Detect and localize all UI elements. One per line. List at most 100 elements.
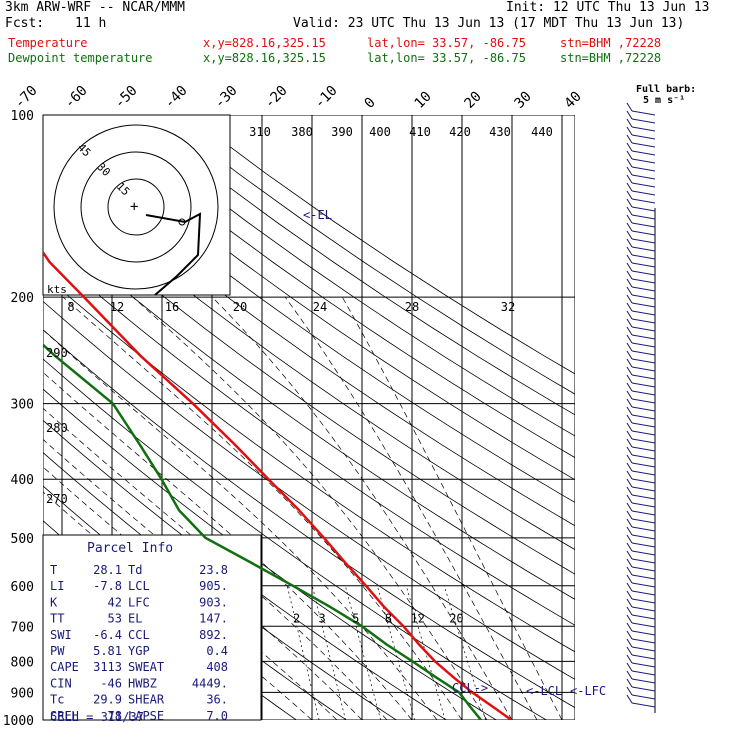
theta-label: 270 (46, 492, 68, 506)
isotherm-label: 10 (412, 89, 435, 112)
wind-barb (626, 118, 656, 132)
parcel-row-label: LFC (128, 595, 150, 609)
wind-barb-flag (626, 222, 633, 232)
pressure-tick-label: 500 (11, 532, 34, 547)
wind-barb-staff (631, 542, 656, 548)
mixing-ratio-line (311, 585, 346, 720)
mixing-ratio-label: 3 (319, 611, 326, 625)
wind-barb-flag (626, 158, 633, 168)
wind-barb-staff (631, 662, 656, 668)
wind-barb-flag (626, 294, 633, 304)
wind-barb-staff (631, 510, 656, 516)
wind-barb (626, 214, 656, 228)
wind-barb-flag (626, 518, 633, 528)
wind-barb-staff (631, 486, 656, 492)
wind-barb-flag (626, 678, 633, 688)
hodograph-speed-label: 28 (405, 300, 419, 314)
moist-adiabat-line (211, 296, 513, 720)
forecast-label: Fcst: (5, 16, 45, 31)
parcel-row-label: CAPE (50, 660, 79, 674)
wind-barb-flag (626, 342, 633, 352)
parcel-panel-frame (42, 534, 262, 721)
theta-label: 430 (489, 125, 511, 139)
wind-barb-staff (631, 334, 656, 340)
wind-barb-flag (626, 526, 633, 536)
wind-barb (626, 270, 656, 284)
theta-label: 280 (46, 421, 68, 435)
wind-barb-flag (626, 326, 633, 336)
wind-barbs: Full barb:5 m s⁻¹ (626, 84, 696, 713)
wind-barb-staff (631, 262, 656, 268)
wind-barb-flag (626, 118, 633, 128)
wind-barb (626, 366, 656, 380)
wind-barb (626, 238, 656, 252)
parcel-info-panel: Parcel Info T 28.1 Td 23.8 LI -7.8 LCL 905. K 42 LF… (42, 534, 262, 724)
parcel-row-label: SWEAT (128, 660, 164, 674)
moist-adiabat-line (284, 296, 538, 720)
hodograph-speed-label: 32 (501, 300, 515, 314)
hodograph-speed-label: 20 (233, 300, 247, 314)
wind-barb-staff (631, 622, 656, 628)
moist-adiabat-line (341, 296, 563, 720)
parcel-row-label: TT (50, 612, 64, 626)
wind-barb-staff (631, 270, 656, 276)
mixing-ratio-label: 8 (385, 611, 392, 625)
dewpoint-profile-line (43, 343, 482, 720)
wind-barb-staff (631, 614, 656, 620)
parcel-row-label: LI (50, 579, 64, 593)
wind-barb (626, 678, 656, 692)
wind-barb (626, 590, 656, 604)
wind-barb (626, 166, 656, 180)
wind-barb-flag (626, 558, 633, 568)
model-title: 3km ARW-WRF -- NCAR/MMM (5, 0, 186, 15)
wind-barb-staff (631, 702, 656, 708)
wind-barb (626, 134, 656, 148)
parcel-row-label: CIN (50, 676, 72, 690)
wind-barb (626, 310, 656, 324)
isotherm-label: -60 (62, 83, 91, 112)
wind-barb-staff (631, 646, 656, 652)
isotherm-label: -20 (262, 83, 291, 112)
wind-barb (626, 638, 656, 652)
wind-barb-flag (626, 382, 633, 392)
wind-barb-staff (631, 310, 656, 316)
wind-barb (626, 142, 656, 156)
parcel-row-value: 53 (108, 612, 122, 626)
temperature-station: stn=BHM ,72228 (560, 36, 662, 50)
hodograph-speed-label: 24 (313, 300, 327, 314)
wind-barb-staff (631, 142, 656, 148)
wind-barb (626, 174, 656, 188)
wind-barb-flag (626, 414, 633, 424)
forecast-hour: 11 h (75, 16, 107, 31)
wind-barb-staff (631, 606, 656, 612)
wind-barb-staff (631, 574, 656, 580)
wind-barb (626, 246, 656, 260)
parcel-row-value: -46 (100, 676, 122, 690)
wind-barb (626, 414, 656, 428)
parcel-row-label: LCL (128, 579, 150, 593)
wind-barb-flag (626, 646, 633, 656)
wind-barb-flag (626, 206, 633, 216)
el-annotation: <-EL (303, 208, 332, 222)
temperature-profile-line (43, 250, 513, 720)
wind-barb (626, 406, 656, 420)
parcel-row-value: 147. (199, 612, 228, 626)
wind-barb-flag (626, 478, 633, 488)
wind-barb (626, 286, 656, 300)
wind-barb (626, 630, 656, 644)
wind-barb-flag (626, 542, 633, 552)
hodograph-speed-label: 12 (110, 300, 124, 314)
wind-barb-staff (631, 222, 656, 228)
wind-barb (626, 470, 656, 484)
theta-label: 310 (249, 125, 271, 139)
mixing-ratio-label: 20 (449, 611, 463, 625)
wind-barb-staff (631, 126, 656, 132)
wind-barb-staff (631, 326, 656, 332)
parcel-row-value: 408 (206, 660, 228, 674)
wind-barb (626, 622, 656, 636)
wind-barb-staff (631, 414, 656, 420)
theta-label: 410 (409, 125, 431, 139)
wind-barb-flag (626, 142, 633, 152)
wind-barb (626, 438, 656, 452)
parcel-row-label: CCL (128, 628, 150, 642)
